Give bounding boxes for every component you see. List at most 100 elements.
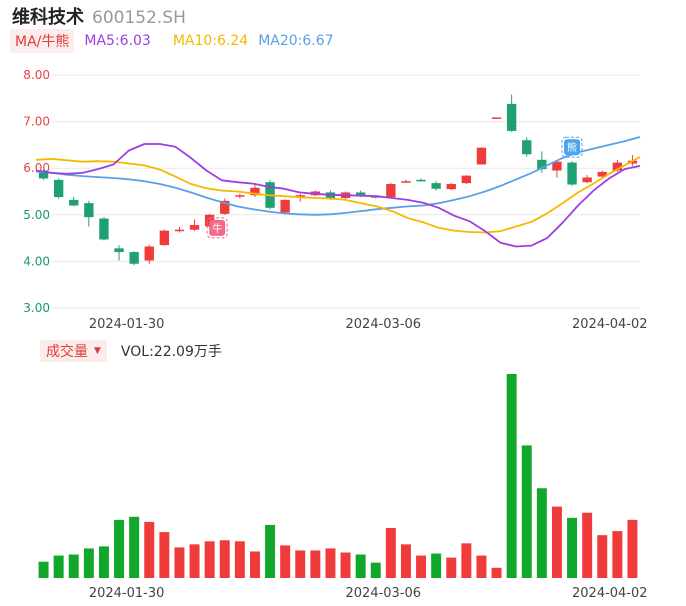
candle-body	[189, 225, 200, 230]
candle-body	[38, 170, 49, 179]
volume-bar	[340, 552, 351, 578]
volume-bar	[521, 445, 532, 578]
volume-bar	[476, 555, 487, 578]
candle-body	[537, 159, 547, 170]
candle-body	[416, 179, 426, 182]
volume-bar	[280, 545, 291, 578]
volume-bar	[551, 506, 562, 578]
volume-bar	[325, 548, 336, 578]
candle-body	[220, 200, 230, 214]
price-x-tick-label: 2024-03-06	[346, 317, 422, 332]
ma10-label: MA10:6.24	[172, 33, 249, 49]
candle-body	[431, 183, 441, 189]
volume-bar	[461, 543, 472, 578]
volume-bar	[114, 519, 125, 578]
candle-body	[401, 181, 411, 183]
stock-header: 维科技术 600152.SH	[12, 3, 186, 28]
volume-bar	[536, 488, 547, 578]
volume-bar	[567, 517, 578, 578]
price-x-axis: 2024-01-30 2024-03-06 2024-04-02	[89, 317, 648, 332]
candlestick-series	[38, 94, 638, 266]
volume-indicator-label: 成交量	[46, 344, 88, 360]
candle-body	[506, 103, 517, 131]
volume-bar	[597, 535, 608, 578]
signal-markers: 牛熊	[206, 136, 583, 239]
candle-body	[491, 117, 502, 119]
candle-body	[53, 179, 64, 198]
bull-marker-outline	[206, 217, 228, 239]
candle-body	[99, 218, 109, 240]
stock-code: 600152.SH	[92, 8, 186, 28]
price-tick-label: 3.00	[23, 301, 50, 315]
candle-body	[235, 195, 245, 197]
volume-bar	[38, 561, 49, 578]
volume-bar	[416, 555, 427, 578]
bear-marker-text: 熊	[567, 141, 577, 154]
volume-bar	[612, 531, 623, 578]
candle-body	[552, 161, 562, 171]
volume-bar	[83, 548, 94, 578]
volume-bar	[295, 550, 306, 578]
ma-indicator-tag[interactable]: MA/牛熊	[10, 29, 75, 53]
candle-body	[114, 248, 124, 253]
volume-bar	[627, 519, 638, 578]
volume-x-tick-label: 2024-01-30	[89, 586, 165, 601]
candle-body	[295, 195, 305, 198]
price-x-tick-label: 2024-04-02	[572, 317, 648, 332]
volume-bar	[265, 524, 276, 578]
volume-bar	[355, 554, 366, 578]
candle-body	[386, 184, 396, 198]
volume-bars	[38, 374, 638, 578]
volume-x-tick-label: 2024-03-06	[346, 586, 422, 601]
volume-x-tick-label: 2024-04-02	[572, 586, 648, 601]
bull-marker-text: 牛	[212, 222, 222, 235]
volume-bar	[219, 540, 230, 578]
volume-bar	[159, 532, 170, 578]
price-tick-label: 4.00	[23, 254, 50, 268]
candle-body	[355, 192, 366, 197]
volume-bar	[400, 544, 411, 578]
candle-body	[174, 229, 185, 232]
volume-bar	[174, 547, 185, 578]
volume-bar	[129, 516, 140, 578]
price-x-tick-label: 2024-01-30	[89, 317, 165, 332]
candle-body	[522, 140, 532, 155]
candle-body	[476, 147, 487, 165]
volume-bar	[446, 557, 457, 578]
candle-body	[627, 160, 638, 164]
volume-bar	[582, 512, 593, 578]
volume-bar	[98, 546, 109, 578]
volume-bar	[431, 553, 442, 578]
ma-legend: MA/牛熊 MA5:6.03 MA10:6.24 MA20:6.67	[10, 29, 334, 53]
ma10-line	[35, 156, 641, 234]
candle-body	[567, 162, 577, 185]
volume-bar	[144, 521, 155, 578]
candle-body	[446, 184, 456, 190]
candle-body	[144, 246, 154, 261]
caret-down-icon: ▼	[94, 346, 101, 356]
candle-body	[582, 177, 592, 183]
price-tick-label: 5.00	[23, 208, 50, 222]
bull-marker-badge	[209, 219, 226, 236]
volume-x-axis: 2024-01-30 2024-03-06 2024-04-02	[89, 586, 648, 601]
price-y-axis: 8.007.006.005.004.003.00	[23, 68, 50, 315]
volume-bar	[189, 544, 200, 578]
ma20-line	[35, 136, 641, 216]
candle-body	[159, 230, 170, 246]
volume-bar	[68, 554, 79, 578]
volume-indicator-dropdown[interactable]: 成交量 ▼	[40, 340, 107, 362]
volume-bar	[204, 541, 215, 578]
candle-body	[84, 203, 94, 218]
bear-marker-badge	[564, 139, 581, 156]
volume-bar	[370, 562, 381, 578]
candle-body	[280, 199, 290, 213]
volume-bar	[506, 374, 517, 578]
price-tick-label: 7.00	[23, 115, 50, 129]
volume-bar	[53, 555, 64, 578]
volume-bar	[310, 550, 321, 578]
candle-body	[129, 252, 139, 264]
price-tick-label: 8.00	[23, 68, 50, 82]
volume-bar	[491, 567, 502, 578]
ma5-label: MA5:6.03	[84, 33, 151, 49]
